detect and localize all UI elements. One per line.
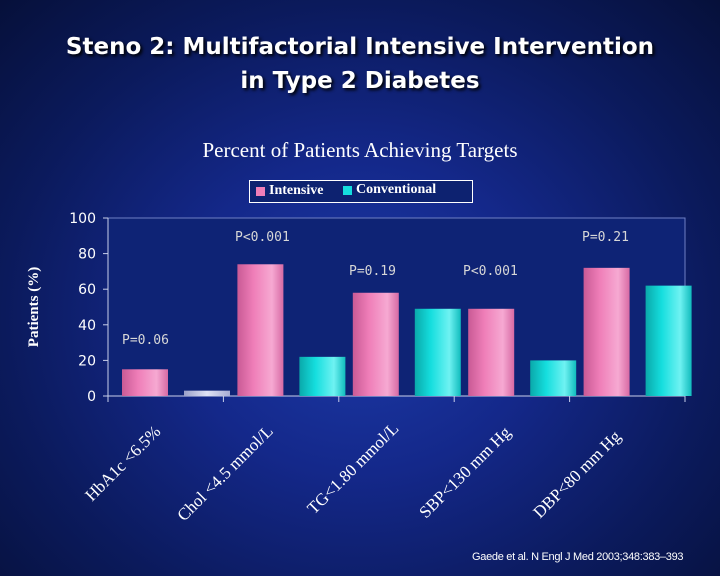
bar-conventional — [184, 390, 230, 396]
x-category-label: SBP<130 mm Hg — [415, 422, 514, 521]
bar-conventional — [414, 308, 461, 396]
x-category-label: Chol <4.5 mmol/L — [173, 421, 276, 524]
p-value-annotation: P=0.19 — [349, 264, 396, 279]
bar-intensive — [352, 292, 399, 396]
bar-intensive — [468, 308, 515, 396]
bar-intensive — [583, 267, 630, 396]
legend-label-conventional: Conventional — [356, 182, 437, 197]
p-value-annotation: P=0.21 — [582, 230, 629, 245]
y-tick-label: 20 — [78, 353, 96, 369]
p-value-annotation: P<0.001 — [235, 230, 290, 245]
p-value-annotation: P=0.06 — [122, 333, 169, 348]
title-line-1: Steno 2: Multifactorial Intensive Interv… — [65, 34, 655, 60]
chart-subtitle: Percent of Patients Achieving Targets — [202, 138, 518, 162]
y-tick-label: 80 — [78, 247, 96, 263]
y-tick-label: 0 — [87, 389, 96, 405]
title-line-2: in Type 2 Diabetes — [240, 68, 480, 94]
bar-conventional — [530, 360, 577, 396]
x-category-label: TG<1.80 mmol/L — [303, 419, 402, 518]
legend-item-intensive: Intensive — [256, 183, 323, 199]
citation: Gaede et al. N Engl J Med 2003;348:383–3… — [472, 551, 684, 563]
legend-item-conventional: Conventional — [343, 182, 436, 198]
bar-conventional — [299, 356, 346, 396]
legend-swatch-intensive — [256, 186, 265, 196]
y-tick-label: 40 — [78, 318, 96, 334]
bar-intensive — [237, 264, 284, 396]
y-axis-label: Patients (%) — [26, 267, 42, 347]
y-tick-label: 100 — [69, 211, 96, 227]
bar-conventional — [645, 285, 692, 396]
y-tick-label: 60 — [78, 282, 96, 298]
legend-swatch-conventional — [343, 185, 352, 195]
x-category-label: HbA1c <6.5% — [81, 422, 164, 505]
x-category-label: DBP<80 mm Hg — [529, 426, 624, 521]
p-value-annotation: P<0.001 — [463, 264, 518, 279]
slide-title: Steno 2: Multifactorial Intensive Interv… — [0, 30, 720, 98]
legend: Intensive Conventional — [249, 180, 473, 203]
legend-label-intensive: Intensive — [269, 183, 324, 198]
bar-intensive — [122, 369, 168, 396]
